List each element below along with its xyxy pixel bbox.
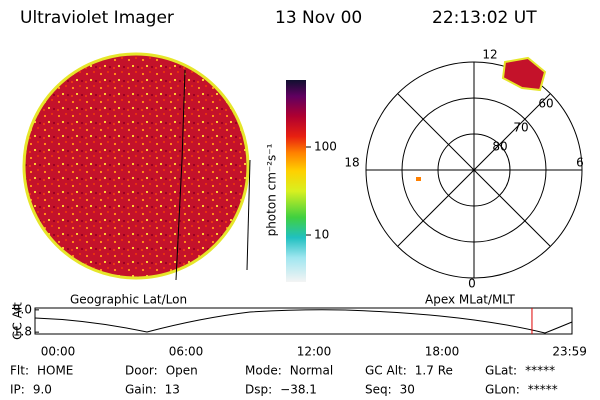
mlt-label: 6: [576, 156, 584, 170]
x-tick-label: 06:00: [169, 345, 204, 359]
colorbar-tick-label: 100: [314, 140, 337, 154]
x-tick-label: 00:00: [41, 345, 76, 359]
field-value: 1.7 Re: [415, 364, 453, 378]
field-label: GLon:: [485, 383, 520, 397]
x-tick-label: 18:00: [425, 345, 460, 359]
field-value: Open: [166, 364, 198, 378]
mlt-label: 0: [468, 277, 476, 291]
field-label: GC Alt:: [365, 364, 407, 378]
y-tick-label: 9.0: [13, 302, 32, 316]
field-value: *****: [528, 383, 558, 397]
time: 22:13:02 UT: [432, 8, 537, 28]
field-label: IP:: [10, 383, 25, 397]
footer: Flt: HOME Door: Open Mode: Normal GC Alt: 1.7 R…: [10, 364, 558, 397]
field-label: Flt:: [10, 364, 29, 378]
earth-disk: [22, 52, 250, 280]
colorbar: photon cm⁻²s⁻¹ 100 10: [265, 80, 337, 282]
timeline: GC Alt 9.0 1.8 00:00 06:00 12:00 18:00 23:59: [11, 302, 587, 359]
geo-image: [22, 52, 251, 281]
polar-plot: [365, 56, 583, 279]
field-value: −38.1: [280, 383, 317, 397]
y-axis-label: GC Alt: [11, 302, 25, 340]
terminator: [175, 69, 186, 281]
field-label: Gain:: [125, 383, 157, 397]
field-value: *****: [525, 364, 555, 378]
field-value: 30: [400, 383, 415, 397]
lat-label: 80: [492, 140, 507, 154]
header: Ultraviolet Imager 13 Nov 00 22:13:02 UT: [20, 8, 537, 28]
y-tick-label: 1.8: [13, 325, 32, 339]
colorbar-tick-label: 10: [314, 228, 329, 242]
meridian: [397, 93, 551, 247]
lat-label: 60: [538, 97, 553, 111]
x-tick-label: 12:00: [297, 345, 332, 359]
field-label: Dsp:: [245, 383, 272, 397]
aurora-spot: [416, 177, 421, 181]
panel-label: Geographic Lat/Lon: [70, 293, 187, 307]
panel-label: Apex MLat/MLT: [425, 293, 515, 307]
field-label: Seq:: [365, 383, 392, 397]
limb-line: [246, 159, 251, 271]
aurora-patch: [501, 56, 547, 92]
field-label: Door:: [125, 364, 158, 378]
colorbar-scale: [286, 80, 306, 282]
field-value: 9.0: [33, 383, 52, 397]
altitude-curve: [34, 309, 573, 334]
timeline-box: [34, 307, 573, 335]
x-tick-label: 23:59: [552, 345, 587, 359]
mlt-label: 12: [482, 48, 497, 62]
polar-labels: 12 18 6 0 60 70 80: [344, 48, 583, 291]
field-label: GLat:: [485, 364, 517, 378]
colorbar-label: photon cm⁻²s⁻¹: [265, 143, 279, 236]
field-label: Mode:: [245, 364, 282, 378]
mlt-label: 18: [344, 156, 359, 170]
date: 13 Nov 00: [275, 8, 362, 28]
field-value: HOME: [37, 364, 73, 378]
lat-label: 70: [513, 121, 528, 135]
instrument: Ultraviolet Imager: [20, 8, 174, 28]
field-value: Normal: [290, 364, 333, 378]
field-value: 13: [165, 383, 180, 397]
